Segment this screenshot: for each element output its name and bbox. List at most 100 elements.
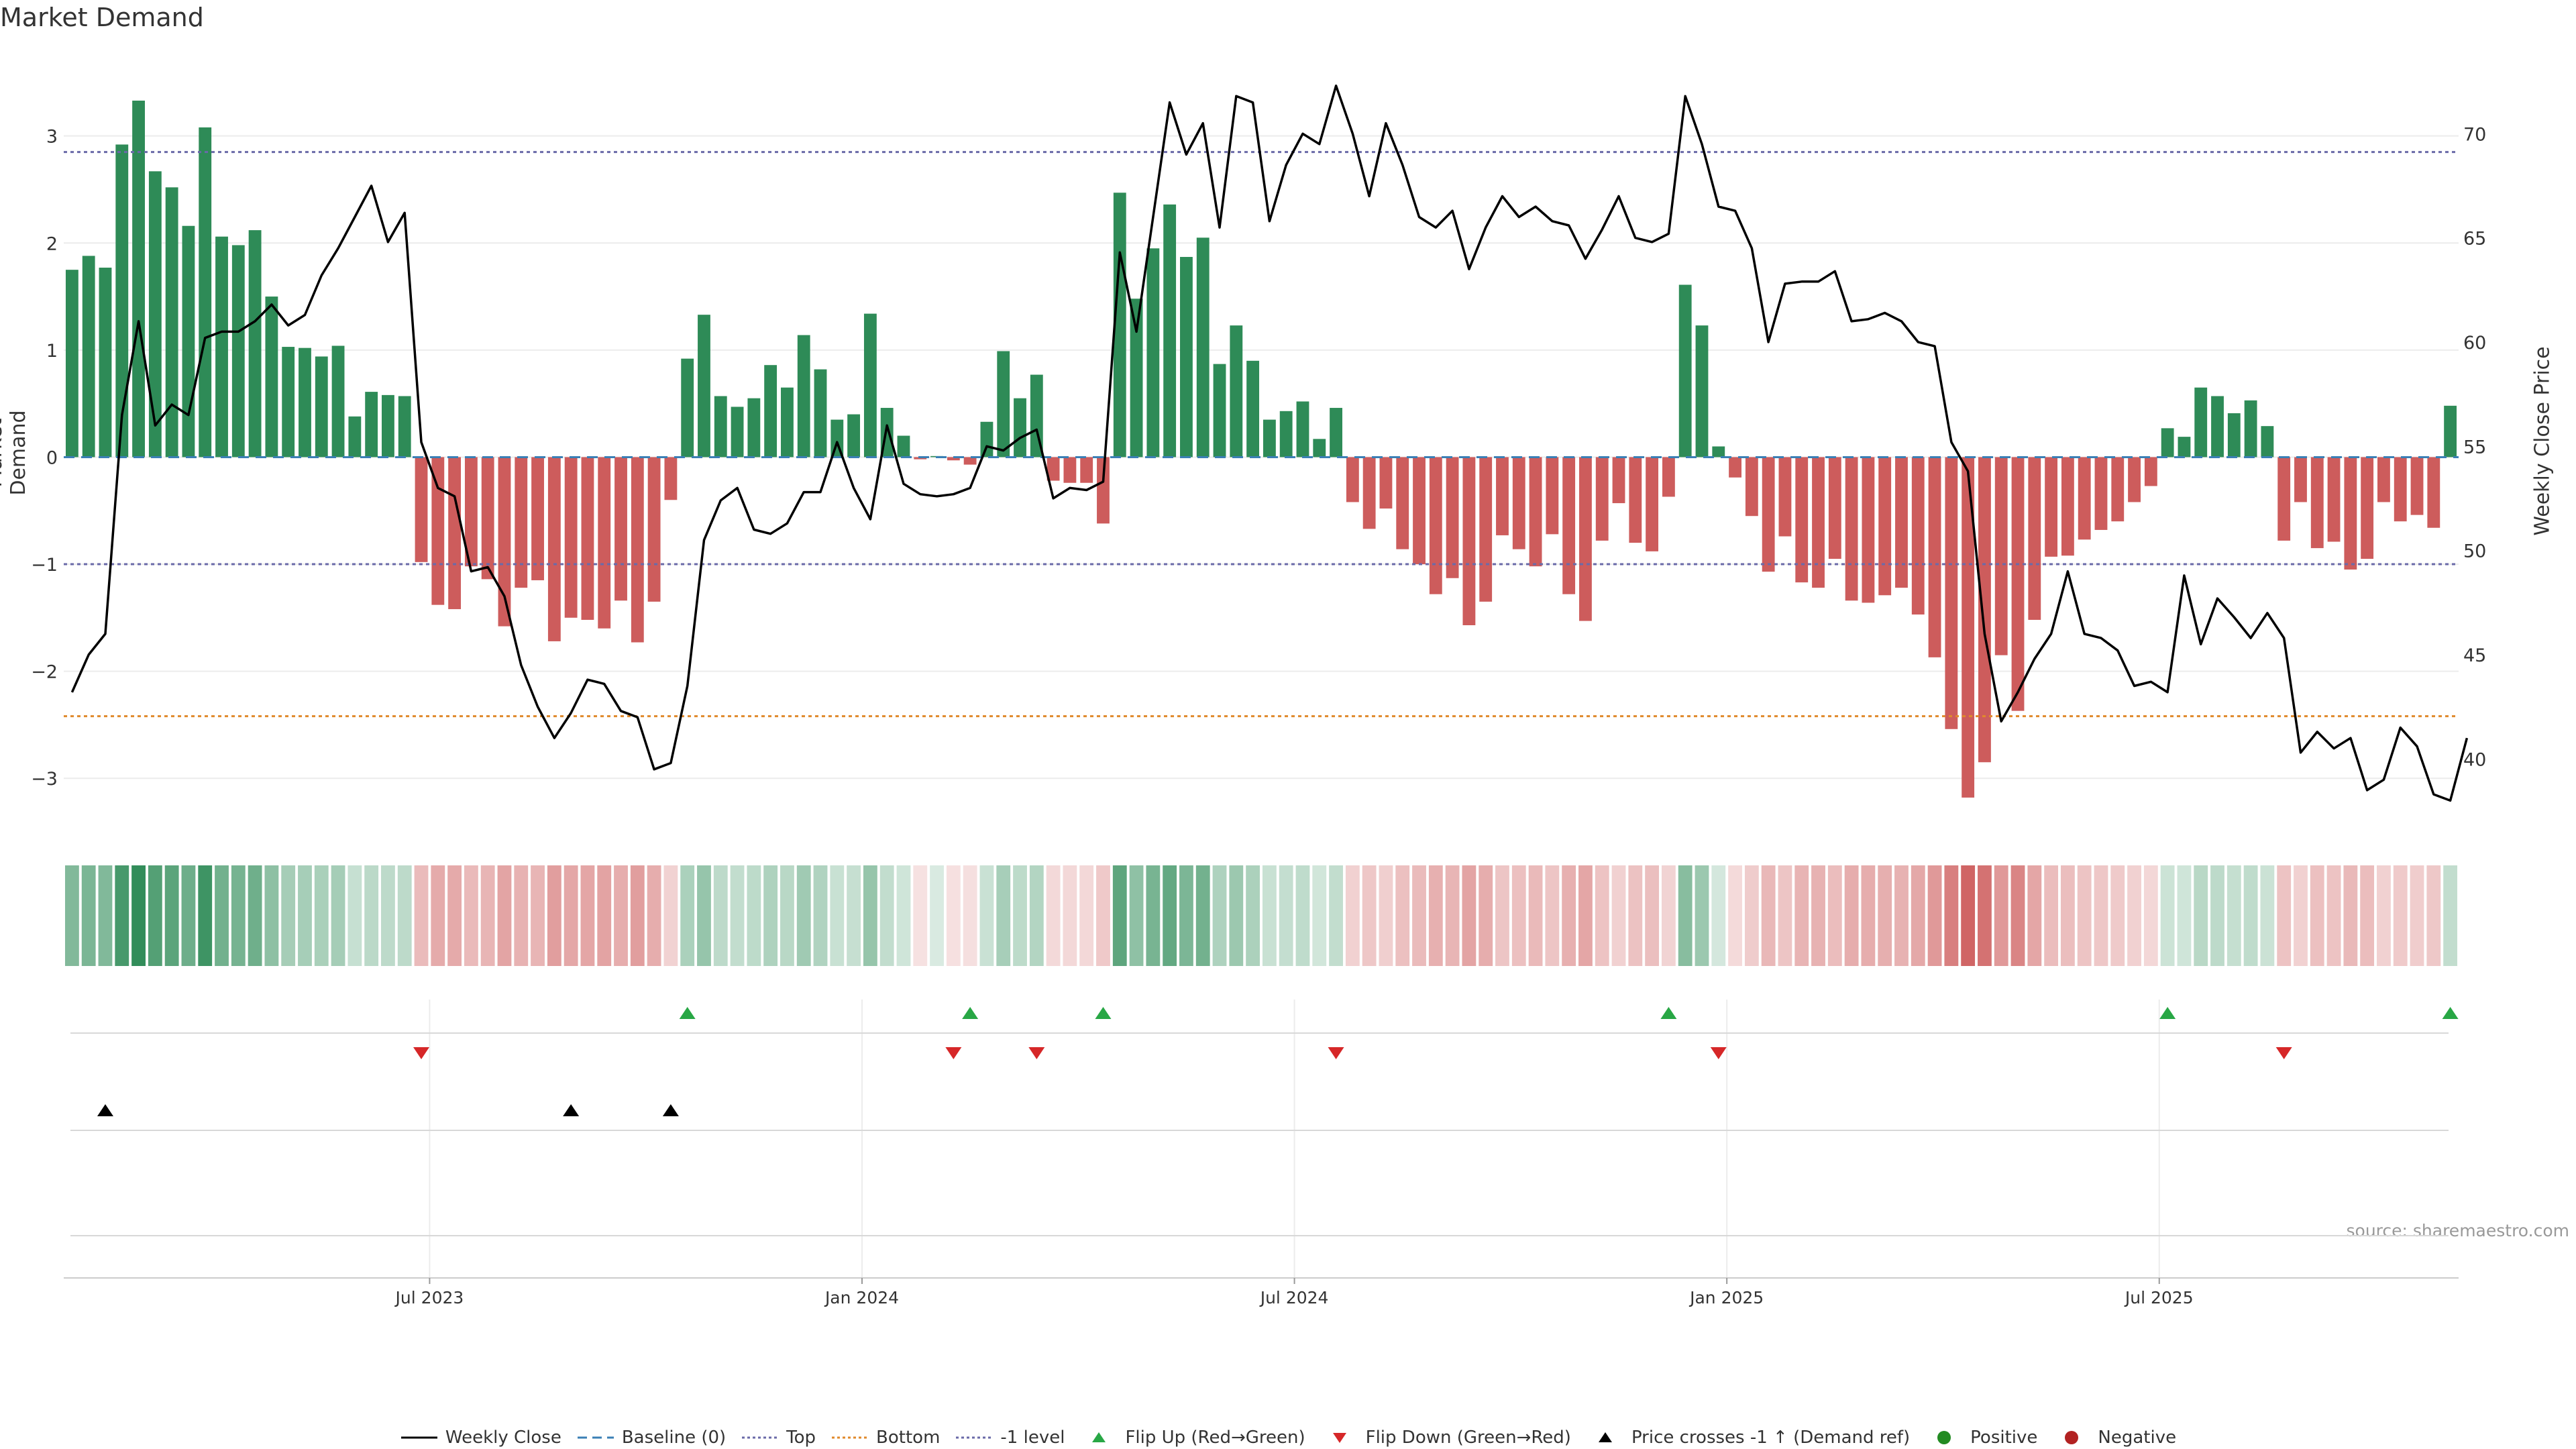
demand-bar <box>647 457 661 602</box>
demand-bar <box>1678 284 1692 458</box>
legend-label: Bottom <box>876 1428 941 1448</box>
heat-strip-cell <box>1079 865 1094 966</box>
heat-strip-cell <box>1878 865 1892 966</box>
demand-bar <box>1180 257 1193 458</box>
demand-bar <box>365 392 378 458</box>
demand-bar <box>1163 204 1177 458</box>
y-left-tick-label: 1 <box>46 341 58 362</box>
demand-bar <box>398 396 411 458</box>
y-right-tick-label: 50 <box>2463 541 2486 562</box>
heat-strip-cell <box>1379 865 1393 966</box>
demand-bar <box>1546 457 1559 535</box>
demand-bar <box>1778 457 1792 537</box>
source-note: source: sharemaestro.com <box>2346 1221 2570 1240</box>
legend-label: Positive <box>1970 1428 2038 1448</box>
demand-bar <box>1413 457 1426 565</box>
heat-strip-cell <box>1994 865 2008 966</box>
heat-strip-cell <box>2243 865 2258 966</box>
demand-bar <box>132 101 145 458</box>
heat-strip-cell <box>264 865 279 966</box>
x-tick-label: Jul 2025 <box>2124 1288 2194 1307</box>
legend-label: Flip Down (Green→Red) <box>1365 1428 1571 1448</box>
demand-bar <box>631 457 644 643</box>
demand-bar <box>731 407 744 458</box>
heat-strip-cell <box>930 865 944 966</box>
heat-strip-cell <box>946 865 961 966</box>
heat-strip-cell <box>1212 865 1227 966</box>
y-right-tick-label: 60 <box>2463 333 2486 354</box>
heat-strip-cell <box>198 865 213 966</box>
heat-strip-cell <box>2260 865 2275 966</box>
demand-bar <box>1962 457 1975 798</box>
demand-bar <box>1330 408 1342 458</box>
demand-bar <box>1978 457 1991 763</box>
heat-strip-cell <box>2177 865 2192 966</box>
demand-bar <box>2310 457 2324 549</box>
demand-bar <box>2161 428 2174 458</box>
heat-strip-cell <box>1279 865 1293 966</box>
demand-bar <box>714 396 727 458</box>
chart-title: Market Demand <box>0 3 204 32</box>
demand-bar <box>897 435 910 458</box>
y-left-tick-label: 2 <box>46 233 58 254</box>
demand-bar <box>2294 457 2307 502</box>
heat-strip-cell <box>1013 865 1027 966</box>
demand-bar <box>2078 457 2091 540</box>
heat-strip-cell <box>98 865 113 966</box>
demand-bar <box>2261 426 2274 458</box>
demand-bar <box>547 457 561 641</box>
demand-bar <box>1662 457 1675 497</box>
demand-bar <box>1512 457 1525 549</box>
heat-strip-cell <box>1428 865 1443 966</box>
demand-bar <box>814 369 827 458</box>
demand-bar <box>2211 396 2224 458</box>
demand-bar <box>564 457 578 618</box>
heat-strip-cell <box>1295 865 1310 966</box>
demand-bar <box>1562 457 1576 594</box>
heat-strip-cell <box>1445 865 1460 966</box>
demand-bar <box>1429 457 1442 594</box>
heat-strip-cell <box>2277 865 2292 966</box>
heat-strip-cell <box>2393 865 2408 966</box>
heat-strip-cell <box>1029 865 1044 966</box>
heat-strip-cell <box>2360 865 2375 966</box>
heat-strip-cell <box>131 865 146 966</box>
demand-bar <box>664 457 678 500</box>
heat-strip-cell <box>2010 865 2025 966</box>
heat-strip-cell <box>2143 865 2158 966</box>
heat-strip-cell <box>2060 865 2075 966</box>
heat-strip-cell <box>2294 865 2308 966</box>
demand-bar <box>1396 457 1409 549</box>
demand-bar <box>1762 457 1775 572</box>
heat-strip-cell <box>164 865 179 966</box>
heat-strip-cell <box>1495 865 1509 966</box>
legend-label: -1 level <box>1000 1428 1065 1448</box>
heat-strip-cell <box>614 865 628 966</box>
heat-strip-cell <box>763 865 778 966</box>
legend-item: Bottom <box>830 1428 940 1448</box>
demand-bar <box>1911 457 1925 615</box>
demand-bar <box>1063 457 1077 483</box>
demand-bar <box>1612 457 1625 504</box>
legend-label: Weekly Close <box>445 1428 561 1448</box>
demand-bar <box>764 365 777 458</box>
heat-strip-cell <box>647 865 661 966</box>
heat-strip-cell <box>1329 865 1343 966</box>
demand-bar <box>863 313 877 458</box>
demand-bar <box>2427 457 2440 528</box>
flip-up-marker <box>1660 1007 1677 1019</box>
flip-up-marker <box>2442 1007 2459 1019</box>
heat-strip-cell <box>1246 865 1260 966</box>
demand-bar <box>165 187 178 458</box>
demand-bar <box>115 144 129 458</box>
flip-down-marker <box>413 1047 430 1059</box>
demand-bar <box>2377 457 2390 502</box>
heat-strip-cell <box>1861 865 1876 966</box>
heat-strip-cell <box>1395 865 1410 966</box>
flip-down-marker <box>2275 1047 2292 1059</box>
heat-strip-cell <box>2044 865 2059 966</box>
demand-bar <box>1113 193 1126 458</box>
heat-strip-cell <box>1578 865 1593 966</box>
demand-bar <box>1745 457 1758 517</box>
